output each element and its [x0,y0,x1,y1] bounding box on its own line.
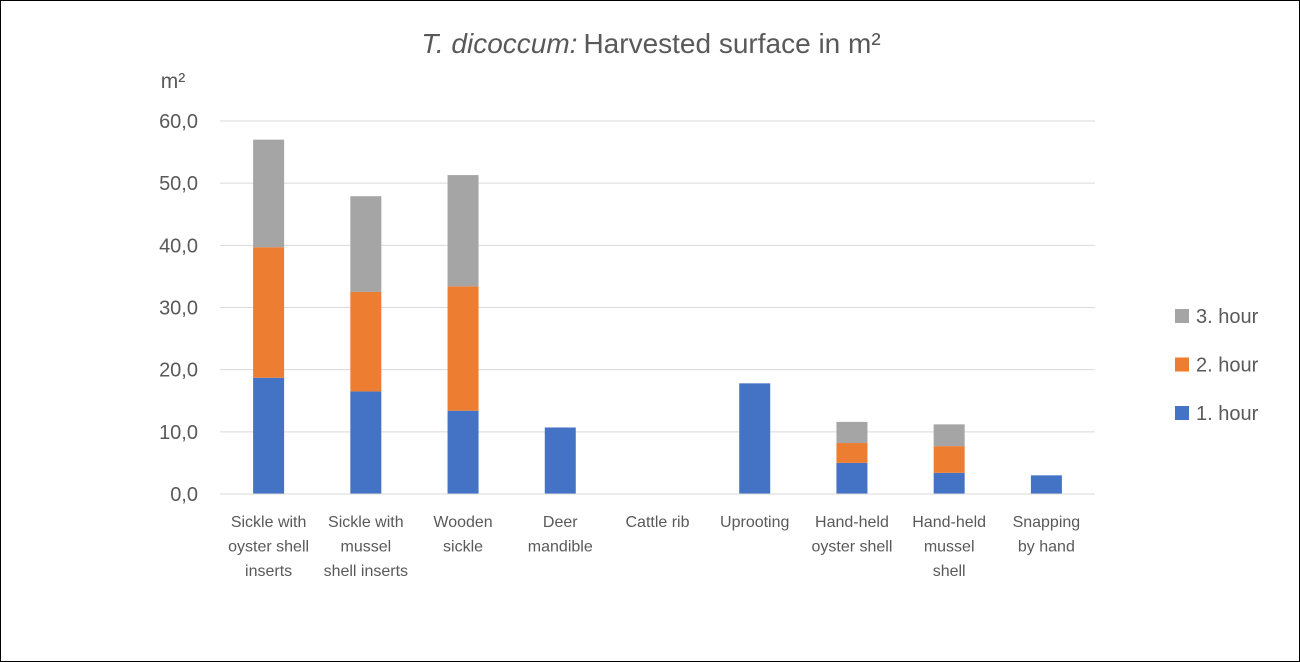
bar-segment [253,247,285,378]
bar-segment [253,377,285,494]
chart-title-italic: T. dicoccum: [421,28,577,59]
category-label: Deer mandible [528,514,593,556]
bar-segment [253,139,285,248]
y-tick-label: 50,0 [159,173,198,195]
bar-segment [350,391,382,494]
bar-segment [1030,475,1062,494]
bar-segment [933,424,965,447]
category-label-line: Deer [543,514,578,531]
category-label: Snapping by hand [1013,514,1081,556]
bar-segment [447,410,479,494]
category-label: Hand-held mussel shell [912,514,986,580]
legend: 3. hour 2. hour 1. hour [1175,306,1259,425]
category-label-line: oyster shell [811,539,892,556]
chart-title: T. dicoccum: Harvested surface in m² [421,28,880,59]
legend-swatch [1175,357,1189,372]
category-label-line: mandible [528,539,593,556]
bar-segment [836,462,868,494]
legend-label: 1. hour [1196,403,1259,425]
legend-swatch [1175,406,1189,420]
category-label-line: Hand-held [912,514,986,531]
bar-segment [544,427,576,494]
y-tick-label: 40,0 [159,235,198,257]
category-label-line: mussel [924,539,975,556]
y-tick-label: 60,0 [159,111,198,133]
bars [253,139,1062,494]
category-label-line: oyster shell [228,539,309,556]
bar-segment [350,196,382,292]
category-label-line: mussel [340,539,391,556]
category-label-line: Uprooting [720,514,789,531]
y-tick-label: 0,0 [170,484,198,506]
bar-segment [933,472,965,494]
bar-segment [350,291,382,392]
bar-segment [933,446,965,473]
y-tick-labels: 0,0 10,0 20,0 30,0 40,0 50,0 60,0 [159,111,198,506]
y-tick-label: 30,0 [159,298,198,320]
y-tick-label: 10,0 [159,422,198,444]
category-label-line: Hand-held [815,514,889,531]
bar-segment [836,443,868,463]
category-label: Sickle with oyster shell inserts [228,514,309,580]
category-label-line: shell [933,563,966,580]
category-label: Uprooting [720,514,789,531]
bar-segment [447,286,479,411]
category-label-line: Snapping [1013,514,1081,531]
bar-segment [739,383,771,494]
category-label-line: inserts [245,563,292,580]
y-tick-label: 20,0 [159,360,198,382]
category-label-line: Sickle with [328,514,404,531]
chart-title-rest: Harvested surface in m² [583,28,880,59]
legend-swatch [1175,309,1189,323]
category-label: Cattle rib [625,514,689,531]
category-label-line: shell inserts [324,563,408,580]
category-label-line: by hand [1018,539,1075,556]
y-axis-label: m² [161,70,186,93]
category-label-line: Cattle rib [625,514,689,531]
category-label-line: Wooden [433,514,492,531]
bar-segment [447,175,479,287]
category-label: Wooden sickle [433,514,492,556]
category-label: Hand-held oyster shell [811,514,892,556]
category-label: Sickle with mussel shell inserts [324,514,408,580]
category-label-line: Sickle with [231,514,307,531]
category-label-line: sickle [443,539,483,556]
legend-label: 3. hour [1196,306,1259,328]
bar-segment [836,421,868,444]
legend-label: 2. hour [1196,355,1259,377]
